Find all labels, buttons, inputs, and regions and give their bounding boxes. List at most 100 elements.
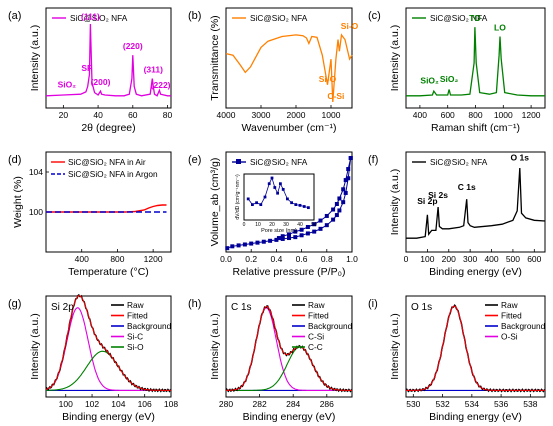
isotherm-point bbox=[274, 237, 279, 242]
x-tick-label: 500 bbox=[506, 254, 520, 264]
x-tick-label: 102 bbox=[85, 399, 99, 409]
x-tick-label: 104 bbox=[111, 399, 125, 409]
x-axis-label: Binding energy (eV) bbox=[243, 411, 336, 423]
y-axis-label: Intensity (a.u.) bbox=[29, 25, 41, 92]
panel-d: 400 800 1200 Temperature (°C) Weight (%) (d) 1… bbox=[8, 151, 172, 278]
x-tick-label: 1.0 bbox=[346, 254, 358, 264]
x-tick-label: 0.4 bbox=[270, 254, 282, 264]
isotherm-point bbox=[249, 241, 254, 246]
plot-frame bbox=[405, 151, 546, 253]
legend-label: SiC@SiO₂ NFA bbox=[430, 157, 488, 167]
inset-tick-label: 50 bbox=[311, 222, 317, 228]
inset-tick-label: 30 bbox=[283, 222, 289, 228]
peak-annotation: SiO₂ bbox=[58, 79, 77, 89]
isotherm-point bbox=[337, 196, 342, 201]
legend-marker bbox=[236, 159, 241, 164]
panel-tag: (h) bbox=[188, 298, 201, 310]
panel-tag: (b) bbox=[188, 10, 201, 22]
legend-label: Si-C bbox=[127, 332, 143, 342]
y-axis-label: Intensity (a.u.) bbox=[29, 313, 41, 380]
x-tick-label: 800 bbox=[468, 110, 482, 120]
x-tick-label: 400 bbox=[413, 110, 427, 120]
x-tick-label: 0.8 bbox=[321, 254, 333, 264]
isotherm-point bbox=[346, 167, 351, 172]
isotherm-point bbox=[230, 244, 235, 249]
isotherm-point bbox=[324, 213, 329, 218]
isotherm-point bbox=[293, 235, 298, 240]
x-tick-label: 800 bbox=[110, 254, 124, 264]
isotherm-point bbox=[299, 233, 304, 238]
isotherm-point bbox=[287, 236, 291, 241]
peak-annotation: Si 2s bbox=[428, 190, 448, 200]
isotherm-point bbox=[255, 240, 260, 245]
isotherm-point bbox=[346, 176, 351, 181]
inset-point bbox=[302, 205, 306, 208]
plot-frame bbox=[45, 7, 172, 109]
series-line bbox=[46, 204, 167, 213]
core-level-title: Si 2p bbox=[51, 302, 74, 313]
y-axis-label: Transmittance (%) bbox=[209, 15, 221, 100]
legend-label: Fitted bbox=[127, 311, 148, 321]
inset-point bbox=[251, 203, 254, 206]
isotherm-point bbox=[299, 227, 304, 232]
peak-annotation: SF bbox=[81, 63, 92, 73]
peak-annotation: LO bbox=[494, 22, 506, 32]
core-level-title: C 1s bbox=[231, 302, 252, 313]
y-axis-label: Intensity (a.u.) bbox=[389, 169, 401, 236]
legend-label: SiC@SiO₂ NFA bbox=[430, 13, 488, 23]
y-axis-label: Intensity (a.u.) bbox=[389, 313, 401, 380]
inset-tick-label: 0 bbox=[243, 222, 246, 228]
inset-tick-label: 20 bbox=[269, 222, 275, 228]
inset-point bbox=[290, 201, 293, 205]
isotherm-point bbox=[343, 178, 348, 183]
inset-tick-label: 10 bbox=[255, 222, 261, 228]
isotherm-point bbox=[324, 223, 329, 228]
inset-point bbox=[298, 203, 302, 207]
x-tick-label: 1000 bbox=[494, 110, 513, 120]
peak-annotation: Si 2p bbox=[417, 196, 437, 206]
peak-annotation: TO bbox=[469, 13, 481, 23]
panel-tag: (e) bbox=[188, 154, 201, 166]
x-tick-label: 282 bbox=[253, 399, 267, 409]
inset-point bbox=[286, 197, 289, 201]
y-axis-label: Volume_ab (cm³/g) bbox=[209, 158, 221, 247]
peak-annotation: C 1s bbox=[458, 182, 476, 192]
isotherm-line bbox=[278, 157, 352, 239]
isotherm-point bbox=[341, 187, 346, 192]
x-tick-label: 538 bbox=[523, 399, 537, 409]
y-axis-label: Weight (%) bbox=[12, 176, 24, 228]
x-axis-label: Relative pressure (P/P₀) bbox=[233, 266, 346, 278]
x-tick-label: 400 bbox=[484, 254, 498, 264]
x-tick-label: 600 bbox=[527, 254, 541, 264]
x-tick-label: 0 bbox=[404, 254, 409, 264]
plot-frame bbox=[405, 295, 546, 398]
x-tick-label: 1200 bbox=[144, 254, 163, 264]
inset-point bbox=[267, 182, 271, 186]
x-tick-label: 0.6 bbox=[296, 254, 308, 264]
legend-label: SiC@SiO₂ NFA in Air bbox=[68, 157, 146, 167]
isotherm-point bbox=[331, 207, 336, 212]
legend-label: Background bbox=[308, 321, 353, 331]
legend-label: Background bbox=[127, 321, 172, 331]
fitted-line bbox=[406, 305, 545, 391]
isotherm-point bbox=[337, 208, 342, 213]
x-tick-label: 534 bbox=[465, 399, 479, 409]
x-tick-label: 536 bbox=[494, 399, 508, 409]
inset-frame bbox=[243, 173, 315, 221]
plot-frame bbox=[45, 295, 172, 398]
isotherm-point bbox=[312, 229, 317, 234]
plot-frame bbox=[225, 151, 353, 253]
core-level-title: O 1s bbox=[411, 302, 432, 313]
series-line bbox=[406, 27, 545, 97]
legend-label: Fitted bbox=[308, 311, 329, 321]
legend-label: C-Si bbox=[308, 332, 324, 342]
legend-label: Fitted bbox=[501, 311, 522, 321]
x-tick-label: 108 bbox=[164, 399, 178, 409]
inset-point bbox=[276, 191, 279, 195]
peak-annotation: (222) bbox=[151, 80, 171, 90]
legend-label: Si-O bbox=[127, 342, 144, 352]
inset-point bbox=[294, 203, 298, 206]
